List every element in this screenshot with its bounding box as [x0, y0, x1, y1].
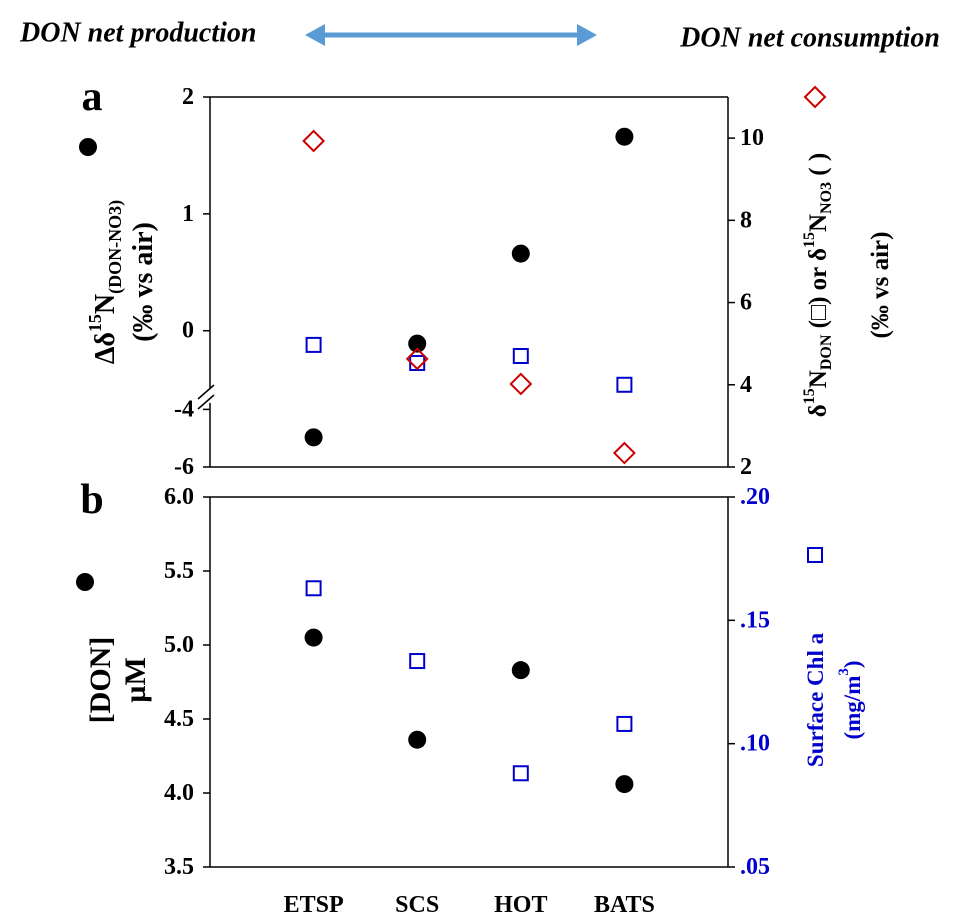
- y-tick-label: -6: [174, 454, 194, 480]
- data-point: [612, 441, 636, 465]
- axis-label-part: (□) or δ: [805, 248, 832, 335]
- data-point: [509, 372, 533, 396]
- y-tick-label: 4.5: [164, 706, 194, 732]
- y-tick-label: 6.0: [164, 484, 194, 510]
- y-tick-label: -4: [174, 396, 194, 422]
- axis-label: δ15NDON (□) or δ15NNO3 ( ): [801, 153, 835, 417]
- panel-label: a: [82, 74, 103, 120]
- data-point: [305, 336, 322, 353]
- y-tick-label: 4.0: [164, 780, 194, 806]
- legend-marker: [79, 138, 97, 156]
- y2-tick-label: 10: [740, 125, 764, 151]
- x-tick-label: SCS: [395, 892, 439, 917]
- annotation: DON net consumption: [679, 23, 940, 54]
- axis-label-part: (DON-NO3): [105, 200, 126, 294]
- legend-marker: [803, 85, 827, 109]
- axis-label-part: Surface Chl a: [803, 632, 828, 767]
- y-tick-label: 5.0: [164, 632, 194, 658]
- axis-label: (‰ vs air): [128, 222, 159, 342]
- axis-label-part: 15: [85, 314, 105, 332]
- panel-label: b: [80, 477, 103, 523]
- legend-marker: [76, 573, 94, 591]
- data-point: [511, 244, 530, 263]
- axis-label-part: (‰ vs air): [867, 232, 894, 339]
- y2-tick-label: .10: [740, 731, 770, 757]
- data-point: [616, 376, 633, 393]
- data-point: [512, 348, 529, 364]
- axis-label: (‰ vs air): [867, 232, 894, 339]
- axis-label-part: N: [90, 294, 121, 314]
- axis-label: [DON]: [84, 637, 117, 724]
- data-point: [408, 730, 427, 749]
- y-tick-label: 1: [182, 201, 194, 227]
- axis-label-part: δ: [805, 404, 832, 417]
- axis-label-part: (mg/m: [840, 676, 865, 740]
- axis-label: Δδ15N(DON-NO3): [85, 200, 126, 364]
- axis-label: (mg/m3): [836, 660, 865, 739]
- y-tick-label: 5.5: [164, 558, 194, 584]
- axis-label-part: µM: [119, 657, 152, 703]
- data-point: [304, 428, 323, 447]
- axis-label-part: ( ): [805, 153, 832, 182]
- data-point: [405, 347, 429, 371]
- axis-label-part: N: [805, 370, 832, 388]
- data-point: [305, 580, 322, 597]
- axis-label-part: 3: [836, 668, 852, 676]
- x-tick-label: HOT: [494, 892, 547, 917]
- data-point: [302, 129, 326, 153]
- axis-label-part: NO3: [818, 182, 835, 214]
- axis-label-part: Δδ: [90, 332, 121, 364]
- y2-tick-label: .15: [740, 607, 770, 633]
- axis-label: Surface Chl a: [803, 632, 828, 767]
- axis-label-part: ): [840, 660, 865, 668]
- axis-break: [197, 394, 215, 410]
- y-tick-label: 3.5: [164, 854, 194, 880]
- data-point: [511, 661, 530, 680]
- legend-marker: [807, 547, 823, 563]
- y2-tick-label: 2: [740, 454, 752, 480]
- axis-break: [197, 384, 215, 400]
- data-point: [616, 715, 633, 732]
- data-point: [408, 334, 427, 353]
- y2-tick-label: .20: [740, 484, 770, 510]
- y-tick-label: 0: [182, 318, 194, 344]
- y2-tick-label: 6: [740, 290, 752, 316]
- data-point: [615, 775, 634, 794]
- data-point: [615, 127, 634, 146]
- axis-label-part: N: [805, 214, 832, 232]
- double-arrow: [305, 24, 597, 46]
- x-tick-label: BATS: [594, 892, 655, 917]
- y-tick-label: 2: [182, 84, 194, 110]
- axis-label-part: 15: [801, 388, 818, 404]
- axis-label-part: 15: [801, 232, 818, 248]
- annotation: DON net production: [19, 18, 256, 49]
- axis-label-part: DON: [818, 334, 835, 370]
- x-tick-label: ETSP: [284, 892, 344, 917]
- data-point: [304, 628, 323, 647]
- y2-tick-label: 4: [740, 372, 752, 398]
- axis-label: µM: [119, 657, 152, 703]
- data-point: [409, 653, 426, 670]
- axis-label-part: (‰ vs air): [128, 222, 159, 342]
- y2-tick-label: .05: [740, 854, 770, 880]
- y2-tick-label: 8: [740, 207, 752, 233]
- data-point: [512, 765, 529, 782]
- axis-label-part: [DON]: [84, 637, 117, 724]
